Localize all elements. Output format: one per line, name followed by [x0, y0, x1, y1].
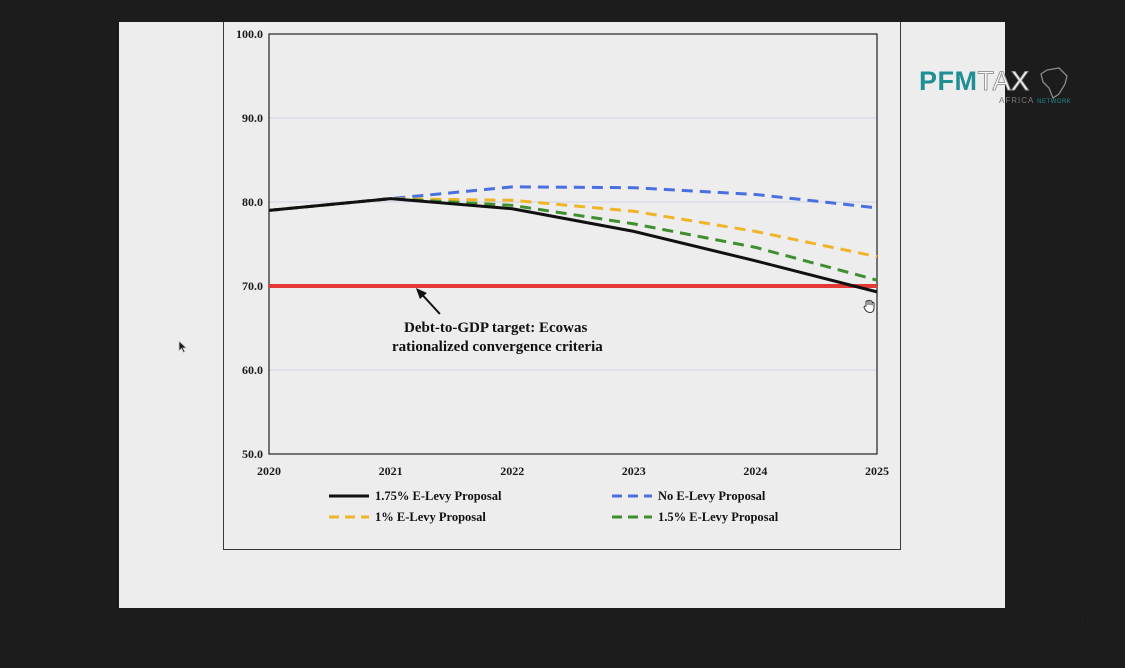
logo-brand-part1: PFM [919, 66, 978, 96]
series-line-0 [268, 197, 878, 294]
x-tick-label: 2022 [500, 464, 524, 478]
series-line-2 [268, 197, 878, 259]
annotation-arrow-head [415, 288, 427, 299]
y-tick-label: 60.0 [242, 363, 263, 377]
logo-subtitle-network: NETWORK [1037, 99, 1072, 105]
legend-label-1: No E-Levy Proposal [658, 489, 766, 503]
africa-map-icon [1040, 67, 1068, 99]
y-tick-label: 90.0 [242, 111, 263, 125]
y-tick-label: 70.0 [242, 279, 263, 293]
x-tick-label: 2024 [743, 464, 767, 478]
plot-area-border [268, 33, 878, 455]
legend-label-3: 1.5% E-Levy Proposal [658, 510, 779, 524]
chart-frame: 100.0 90.0 80.0 70.0 60.0 50.0 2020 2021 2022 202… [223, 22, 901, 550]
debt-chart: 100.0 90.0 80.0 70.0 60.0 50.0 2020 2021 2022 202… [236, 27, 889, 524]
logo-subtitle: AFRICA NETWORK [999, 96, 1071, 105]
x-tick-label: 2025 [865, 464, 889, 478]
logo-subtitle-africa: AFRICA [999, 96, 1034, 105]
presentation-slide: 100.0 90.0 80.0 70.0 60.0 50.0 2020 2021 2022 202… [119, 22, 1091, 652]
series-line-1 [268, 185, 878, 212]
hand-cursor-icon [863, 299, 875, 313]
y-tick-label: 50.0 [242, 447, 263, 461]
logo-brand: PFMTAX [919, 66, 1030, 97]
legend-label-0: 1.75% E-Levy Proposal [375, 489, 502, 503]
y-tick-label: 100.0 [236, 27, 263, 41]
x-tick-label: 2020 [257, 464, 281, 478]
annotation-line1: Debt-to-GDP target: Ecowas [404, 320, 587, 336]
series-line-3 [268, 197, 878, 282]
mouse-pointer-icon [178, 340, 188, 354]
logo-brand-part2: TAX [977, 66, 1030, 97]
x-tick-label: 2021 [379, 464, 403, 478]
hand-cursor-shape [863, 299, 875, 313]
annotation-line2: rationalized convergence criteria [392, 339, 603, 355]
x-tick-label: 2023 [622, 464, 646, 478]
y-tick-label: 80.0 [242, 195, 263, 209]
pfmtax-logo: PFMTAX AFRICA NETWORK [919, 66, 1079, 126]
page-number: 11 / 12 [1080, 616, 1091, 652]
legend-label-2: 1% E-Levy Proposal [375, 510, 486, 524]
